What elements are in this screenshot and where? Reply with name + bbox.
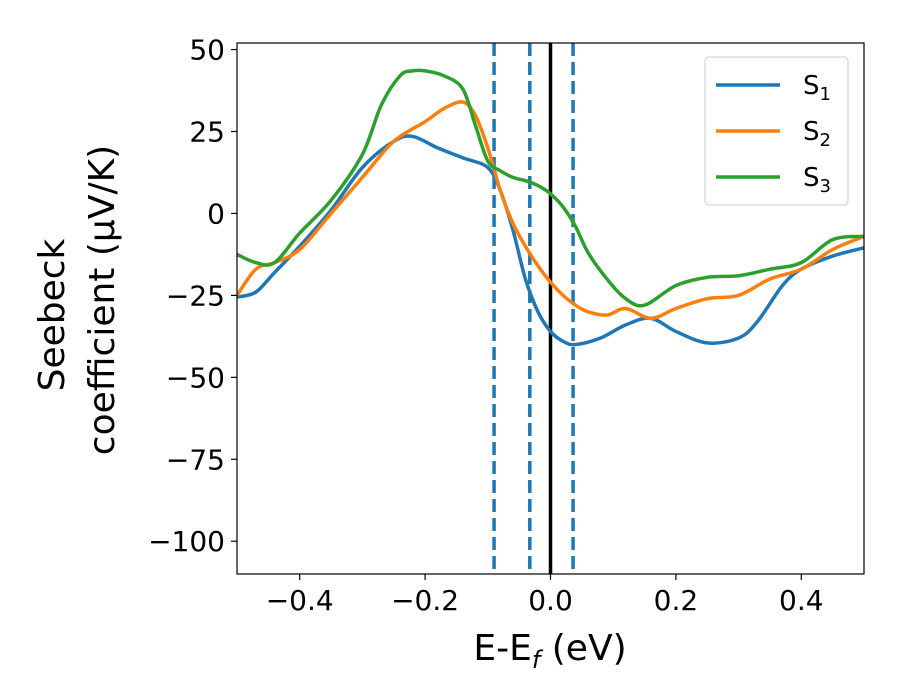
y-tick-label: −50 [166, 361, 225, 394]
x-tick-label: −0.2 [391, 584, 459, 617]
y-axis-title: Seebeck coefficient (μV/K) [32, 145, 123, 455]
y-tick-label: 25 [189, 116, 225, 149]
series-line-s2 [237, 100, 864, 321]
x-axis-title: E-Ef (eV) [473, 628, 626, 674]
x-tick-label: −0.4 [266, 584, 334, 617]
legend-label-s3: S3 [803, 163, 831, 197]
series-line-s1 [237, 134, 864, 347]
series-line-s3 [237, 68, 864, 308]
y-tick-label: −75 [166, 443, 225, 476]
y-tick-label: −25 [166, 279, 225, 312]
x-tick-label: 0.0 [528, 584, 573, 617]
y-tick-label: −100 [148, 525, 225, 558]
y-axis-title-line2: coefficient (μV/K) [82, 145, 123, 455]
legend-label-s2: S2 [803, 117, 831, 151]
x-tick-label: 0.2 [654, 584, 699, 617]
x-tick-label: 0.4 [779, 584, 824, 617]
y-tick-label: 0 [207, 197, 225, 230]
y-axis-title-line1: Seebeck [32, 238, 73, 391]
y-tick-label: 50 [189, 34, 225, 67]
legend: S1 S2 S3 [704, 56, 849, 206]
legend-label-s1: S1 [803, 71, 831, 105]
